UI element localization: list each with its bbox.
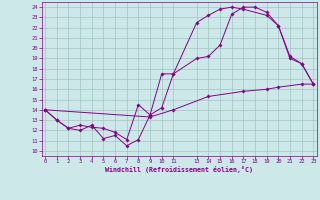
X-axis label: Windchill (Refroidissement éolien,°C): Windchill (Refroidissement éolien,°C) [105,166,253,173]
